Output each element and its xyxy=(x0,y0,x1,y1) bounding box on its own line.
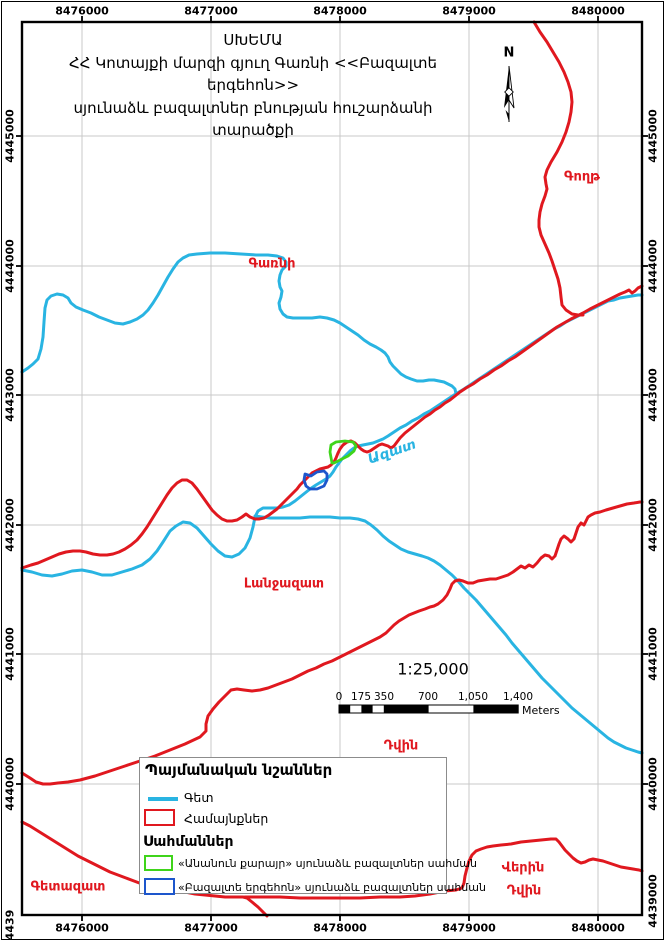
coord-label-right: 4441000 xyxy=(646,627,660,681)
basalt-organ-polygon xyxy=(302,469,329,491)
coord-label-left: 4444000 xyxy=(3,239,17,293)
place-label-verin-dvin-1: Վերին xyxy=(501,860,545,876)
coord-label-top: 8476000 xyxy=(55,4,109,18)
grid-ticks xyxy=(16,16,648,921)
anonymous-cave-polygon xyxy=(328,439,358,465)
legend-title: Պայմանական նշաններ xyxy=(145,761,333,779)
boundary-along-river xyxy=(20,284,644,570)
coord-label-left-corner: 4439 xyxy=(3,909,17,941)
coord-label-bottom: 8476000 xyxy=(55,921,109,935)
river-lines xyxy=(20,251,644,755)
boundary-goght xyxy=(532,20,585,317)
place-label-verin-dvin-2: Դվին xyxy=(506,883,542,899)
river-line-symbol xyxy=(148,797,178,801)
coord-label-left: 4445000 xyxy=(3,109,17,163)
boundary-verin-dvin xyxy=(243,837,644,900)
boundary-lanjazat xyxy=(20,500,644,786)
coord-label-left: 4440000 xyxy=(3,757,17,811)
legend-boundaries-title: Սահմաններ xyxy=(143,834,234,850)
legend-green-label: «Անանուն քարայր» սյունաձև բազալտներ սահմ… xyxy=(178,857,477,870)
coord-label-right: 4445000 xyxy=(646,109,660,163)
north-arrow-icon xyxy=(504,65,515,122)
scale-ratio: 1:25,000 xyxy=(397,659,469,679)
scale-tick: 0 xyxy=(335,691,343,703)
coord-label-top: 8479000 xyxy=(442,4,496,18)
scale-tick: 700 xyxy=(417,691,439,703)
basalt-organ-symbol xyxy=(144,878,175,895)
coord-label-top: 8480000 xyxy=(571,4,625,18)
scale-tick: 1,050 xyxy=(457,691,489,703)
map-title-line1: ՍԽԵՄԱ xyxy=(223,31,283,49)
legend-communities-label: Համայնքներ xyxy=(184,811,269,826)
coord-label-right-corner: 4439000 xyxy=(646,874,660,928)
map-frame xyxy=(20,20,644,917)
map-title-line3: սյունաձև բազալտներ բնության հուշարձանի xyxy=(73,98,433,117)
coord-label-left: 4441000 xyxy=(3,627,17,681)
coord-label-bottom: 8477000 xyxy=(184,921,238,935)
coord-label-top: 8478000 xyxy=(313,4,367,18)
coord-label-top: 8477000 xyxy=(184,4,238,18)
scale-bar xyxy=(338,704,519,714)
map-title-line2: ՀՀ Կոտայքի մարզի գյուղ Գառնի <<Բազալտե ե… xyxy=(69,53,437,95)
legend-box: Պայմանական նշաններ Գետ Համայնքներ Սահման… xyxy=(139,757,486,895)
scale-unit: Meters xyxy=(522,704,560,717)
communities-symbol xyxy=(144,809,175,826)
place-label-lanjazat: Լանջազատ xyxy=(243,576,325,592)
place-label-dvin: Դվին xyxy=(383,738,419,754)
coord-label-right: 4442000 xyxy=(646,498,660,552)
coord-label-bottom: 8479000 xyxy=(442,921,496,935)
coord-label-right: 4443000 xyxy=(646,368,660,422)
scale-tick: 350 xyxy=(373,691,395,703)
coord-label-right: 4440000 xyxy=(646,757,660,811)
river-azat xyxy=(20,293,644,578)
legend-river-label: Գետ xyxy=(184,790,214,805)
canal-dvin xyxy=(253,514,644,755)
scale-tick: 1,400 xyxy=(502,691,534,703)
coord-label-bottom: 8480000 xyxy=(571,921,625,935)
grid-lines xyxy=(22,22,642,915)
map-title: ՍԽԵՄԱ ՀՀ Կոտայքի մարզի գյուղ Գառնի <<Բազ… xyxy=(22,29,484,142)
place-label-getazat: Գետազատ xyxy=(30,879,106,895)
place-label-goght: Գողթ xyxy=(564,169,600,185)
anonymous-cave-symbol xyxy=(144,855,173,871)
canal-garni xyxy=(20,251,458,396)
legend-blue-label: «Բազալտե երգեհոն» սյունաձև բազալտներ սահ… xyxy=(178,881,486,894)
coord-label-right: 4444000 xyxy=(646,239,660,293)
map-title-line4: տարածքի xyxy=(212,121,294,139)
place-label-garni: Գառնի xyxy=(248,256,296,272)
coord-label-left: 4442000 xyxy=(3,498,17,552)
north-label: N xyxy=(503,45,515,61)
scale-tick: 175 xyxy=(350,691,372,703)
coord-label-left: 4443000 xyxy=(3,368,17,422)
coord-label-bottom: 8478000 xyxy=(313,921,367,935)
